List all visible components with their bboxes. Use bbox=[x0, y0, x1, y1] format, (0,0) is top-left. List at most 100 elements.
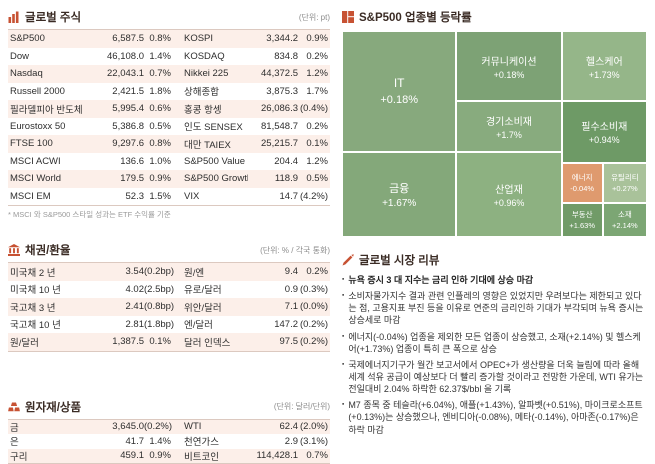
instrument-change: 0.6% bbox=[144, 103, 178, 114]
instrument-change: (3.1%) bbox=[298, 436, 330, 447]
instrument-name: 천연가스 bbox=[178, 434, 248, 448]
commodities-header: 원자재/상품 (단위: 달러/단위) bbox=[8, 398, 330, 416]
instrument-price: 2.41 bbox=[94, 301, 144, 312]
global-stocks-header: 글로벌 주식 (단위: pt) bbox=[8, 8, 330, 26]
instrument-change: 1.4% bbox=[144, 51, 178, 62]
section-title: 원자재/상품 bbox=[25, 399, 81, 415]
instrument-price: 3,645.0 bbox=[94, 421, 144, 432]
sector-change: +0.18% bbox=[494, 70, 525, 80]
instrument-name: 금 bbox=[8, 420, 94, 434]
sector-block-utilities: 유틸리티 +0.27% bbox=[603, 163, 647, 203]
instrument-name: MSCI World bbox=[8, 173, 94, 184]
instrument-change: (0.0%) bbox=[298, 301, 330, 312]
instrument-name: MSCI ACWI bbox=[8, 156, 94, 167]
bullet-marker: ▪ bbox=[342, 331, 344, 355]
sector-label: 부동산 bbox=[572, 209, 593, 220]
market-review-header: 글로벌 시장 리뷰 bbox=[342, 251, 647, 269]
bullet-marker: ▪ bbox=[342, 274, 344, 286]
bullet-text: 소비자물가지수 결과 관련 인플레의 영향은 있었지만 우려보다는 제한되고 있… bbox=[348, 290, 647, 326]
sector-change: +0.27% bbox=[612, 184, 638, 193]
review-bullet: ▪소비자물가지수 결과 관련 인플레의 영향은 있었지만 우려보다는 제한되고 … bbox=[342, 290, 647, 326]
instrument-name: Nikkei 225 bbox=[178, 68, 248, 79]
instrument-price: 41.7 bbox=[94, 436, 144, 447]
instrument-price: 1,387.5 bbox=[94, 336, 144, 347]
bullet-marker: ▪ bbox=[342, 290, 344, 326]
instrument-name: 미국채 2 년 bbox=[8, 265, 94, 279]
market-review-section: 글로벌 시장 리뷰 ▪뉴욕 증시 3 대 지수는 금리 인하 기대에 상승 마감… bbox=[342, 251, 647, 436]
sector-change: +0.18% bbox=[380, 94, 418, 106]
instrument-price: 136.6 bbox=[94, 156, 144, 167]
instrument-price: 22,043.1 bbox=[94, 68, 144, 79]
instrument-price: 7.1 bbox=[248, 301, 298, 312]
instrument-change: 0.8% bbox=[144, 138, 178, 149]
review-bullet: ▪에너지(-0.04%) 업종을 제외한 모든 업종이 상승했고, 소재(+2.… bbox=[342, 331, 647, 355]
instrument-name: 유로/달러 bbox=[178, 282, 248, 296]
instrument-price: 0.9 bbox=[248, 284, 298, 295]
review-bullet: ▪M7 종목 중 테슬라(+6.04%), 애플(+1.43%), 알파벳(+0… bbox=[342, 399, 647, 435]
instrument-name: 위안/달러 bbox=[178, 300, 248, 314]
instrument-name: 달러 인덱스 bbox=[178, 335, 248, 349]
bullet-text: 에너지(-0.04%) 업종을 제외한 모든 업종이 상승했고, 소재(+2.1… bbox=[348, 331, 647, 355]
section-title: 글로벌 주식 bbox=[25, 9, 81, 25]
instrument-change: 0.9% bbox=[144, 450, 178, 461]
instrument-price: 3,344.2 bbox=[248, 33, 298, 44]
instrument-name: 국고채 3 년 bbox=[8, 300, 94, 314]
sector-label: 유틸리티 bbox=[611, 172, 639, 183]
instrument-name: WTI bbox=[178, 421, 248, 432]
instrument-name: S&P500 Growth bbox=[178, 173, 248, 184]
bar-chart-icon bbox=[8, 11, 20, 23]
sector-block-communication: 커뮤니케이션 +0.18% bbox=[456, 31, 561, 101]
instrument-change: 0.7% bbox=[144, 68, 178, 79]
instrument-name: 홍콩 항셍 bbox=[178, 102, 248, 116]
sector-label: IT bbox=[394, 76, 405, 90]
unit-label: (단위: 달러/단위) bbox=[274, 401, 330, 412]
pencil-icon bbox=[342, 254, 354, 266]
instrument-price: 44,372.5 bbox=[248, 68, 298, 79]
bullet-marker: ▪ bbox=[342, 359, 344, 395]
review-list: ▪뉴욕 증시 3 대 지수는 금리 인하 기대에 상승 마감▪소비자물가지수 결… bbox=[342, 274, 647, 436]
sector-change: +1.7% bbox=[496, 130, 522, 140]
instrument-name: FTSE 100 bbox=[8, 138, 94, 149]
instrument-name: 비트코인 bbox=[178, 449, 248, 463]
instrument-name: 인도 SENSEX bbox=[178, 119, 248, 133]
instrument-price: 114,428.1 bbox=[248, 450, 298, 461]
instrument-change: 1.2% bbox=[298, 68, 330, 79]
instrument-price: 62.4 bbox=[248, 421, 298, 432]
instrument-change: (4.2%) bbox=[298, 191, 330, 202]
instrument-change: (0.8bp) bbox=[144, 301, 178, 312]
instrument-name: KOSPI bbox=[178, 33, 248, 44]
instrument-name: Dow bbox=[8, 51, 94, 62]
sector-block-real-estate: 부동산 +1.63% bbox=[562, 203, 603, 237]
sector-block-financials: 금융 +1.67% bbox=[342, 152, 456, 237]
review-bullet: ▪뉴욕 증시 3 대 지수는 금리 인하 기대에 상승 마감 bbox=[342, 274, 647, 286]
right-column: S&P500 업종별 등락률 IT +0.18% 커뮤니케이션 +0.18% 헬… bbox=[342, 8, 647, 454]
instrument-price: 14.7 bbox=[248, 191, 298, 202]
instrument-name: Nasdaq bbox=[8, 68, 94, 79]
instrument-price: 834.8 bbox=[248, 51, 298, 62]
sector-performance-section: S&P500 업종별 등락률 IT +0.18% 커뮤니케이션 +0.18% 헬… bbox=[342, 8, 647, 237]
instrument-change: 0.5% bbox=[144, 121, 178, 132]
sector-block-consumer-discretionary: 경기소비재 +1.7% bbox=[456, 101, 561, 151]
instrument-change: 1.0% bbox=[144, 156, 178, 167]
sector-performance-header: S&P500 업종별 등락률 bbox=[342, 8, 647, 26]
instrument-price: 26,086.3 bbox=[248, 103, 298, 114]
sector-label: 산업재 bbox=[495, 181, 523, 196]
unit-label: (단위: % / 각국 통화) bbox=[260, 245, 330, 256]
sector-change: -0.04% bbox=[570, 184, 594, 193]
instrument-price: 4.02 bbox=[94, 284, 144, 295]
instrument-change: 1.5% bbox=[144, 191, 178, 202]
instrument-change: 0.9% bbox=[144, 173, 178, 184]
instrument-change: (0.3%) bbox=[298, 284, 330, 295]
instrument-change: (0.2%) bbox=[144, 421, 178, 432]
instrument-name: 엔/달러 bbox=[178, 317, 248, 331]
instrument-change: (2.5bp) bbox=[144, 284, 178, 295]
